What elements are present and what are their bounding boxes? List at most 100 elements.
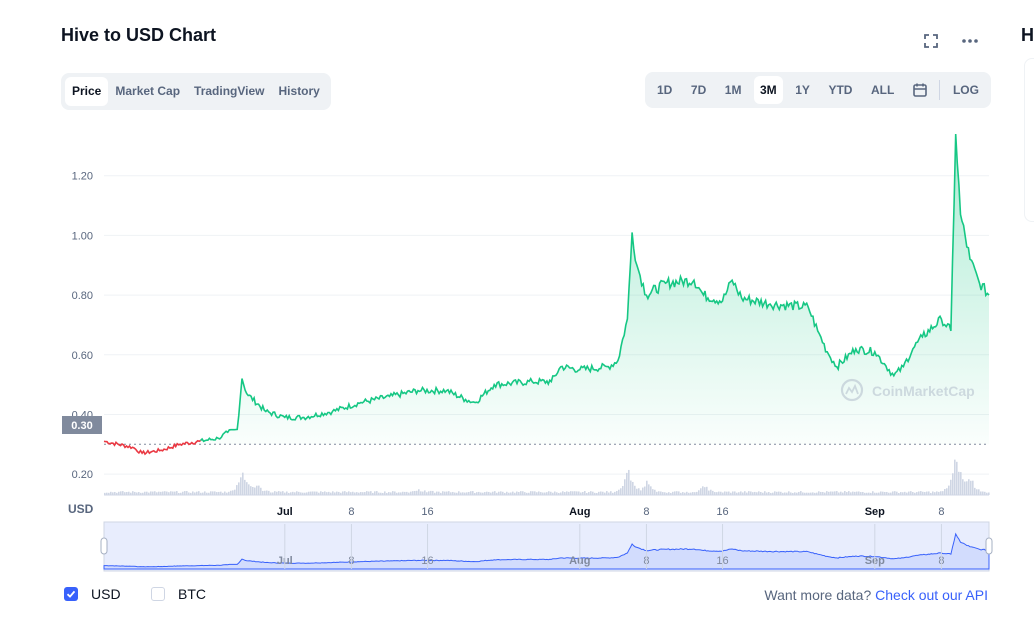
- range-ytd[interactable]: YTD: [828, 83, 853, 97]
- btc-checkbox[interactable]: [151, 587, 165, 601]
- volume-bar: [694, 492, 696, 495]
- tab-price[interactable]: Price: [65, 77, 109, 106]
- volume-bar: [818, 491, 820, 495]
- range-1y[interactable]: 1Y: [795, 83, 810, 97]
- volume-bar: [152, 491, 154, 495]
- volume-bar: [106, 492, 108, 495]
- volume-bar: [398, 492, 400, 495]
- volume-bar: [930, 492, 932, 495]
- volume-bar: [798, 491, 800, 495]
- range-3m[interactable]: 3M: [754, 76, 783, 104]
- api-link[interactable]: Check out our API: [875, 587, 988, 603]
- volume-bar: [474, 492, 476, 495]
- volume-bar: [890, 492, 892, 495]
- volume-bar: [830, 491, 832, 495]
- volume-bar: [546, 492, 548, 495]
- volume-bar: [348, 491, 350, 495]
- volume-bar: [294, 492, 296, 495]
- volume-bar: [718, 491, 720, 495]
- volume-bar: [156, 492, 158, 495]
- volume-bar: [134, 491, 136, 495]
- navigator-left-handle[interactable]: [100, 537, 108, 555]
- volume-bar: [932, 491, 934, 495]
- volume-bar: [200, 492, 202, 495]
- tab-market-cap[interactable]: Market Cap: [115, 84, 181, 98]
- volume-bar: [622, 485, 624, 495]
- volume-bar: [510, 492, 512, 495]
- volume-bar: [346, 492, 348, 495]
- volume-bar: [410, 491, 412, 495]
- range-1m[interactable]: 1M: [724, 83, 742, 97]
- volume-bar: [144, 491, 146, 495]
- range-all[interactable]: ALL: [871, 83, 895, 97]
- volume-bar: [352, 491, 354, 495]
- volume-bar: [646, 480, 648, 495]
- log-scale-toggle[interactable]: LOG: [952, 83, 979, 97]
- volume-bar: [536, 492, 538, 495]
- volume-bar: [712, 490, 714, 495]
- volume-bar: [362, 492, 364, 495]
- volume-bar: [418, 489, 420, 495]
- volume-bar: [690, 492, 692, 495]
- volume-bar: [426, 492, 428, 495]
- volume-bar: [870, 492, 872, 495]
- volume-bar: [310, 491, 312, 495]
- calendar-icon[interactable]: [907, 76, 933, 104]
- usd-checkbox[interactable]: [64, 587, 78, 601]
- volume-bar: [682, 492, 684, 495]
- volume-bar: [216, 492, 218, 495]
- volume-bar: [220, 491, 222, 495]
- volume-bar: [188, 492, 190, 495]
- volume-bar: [630, 480, 632, 495]
- y-tick-label: 0.20: [72, 469, 93, 481]
- coinmarketcap-watermark: CoinMarketCap: [840, 378, 975, 402]
- x-tick-label: 16: [716, 506, 728, 518]
- volume-bar: [808, 492, 810, 495]
- volume-bar: [450, 492, 452, 495]
- volume-bar: [872, 491, 874, 495]
- volume-bar: [762, 492, 764, 495]
- more-dots-icon[interactable]: [959, 30, 981, 52]
- volume-bar: [620, 488, 622, 495]
- volume-bar: [814, 492, 816, 495]
- volume-bar: [302, 492, 304, 495]
- range-7d[interactable]: 7D: [690, 83, 707, 97]
- tab-tradingview[interactable]: TradingView: [194, 84, 265, 98]
- volume-bar: [892, 491, 894, 495]
- navigator-right-handle[interactable]: [985, 537, 993, 555]
- volume-bar: [884, 492, 886, 495]
- usd-option[interactable]: USD: [64, 586, 121, 602]
- volume-bar: [404, 491, 406, 495]
- fullscreen-icon[interactable]: [920, 30, 942, 52]
- volume-bar: [504, 492, 506, 495]
- volume-bar: [508, 492, 510, 495]
- volume-bar: [548, 491, 550, 495]
- volume-bar: [888, 492, 890, 495]
- volume-bar: [262, 490, 264, 495]
- volume-bar: [626, 472, 628, 495]
- volume-bar: [128, 491, 130, 495]
- volume-bar: [804, 492, 806, 495]
- volume-bar: [258, 485, 260, 495]
- volume-bar: [904, 491, 906, 495]
- tab-history[interactable]: History: [278, 84, 320, 98]
- volume-bar: [792, 492, 794, 495]
- volume-bar: [604, 492, 606, 495]
- volume-bar: [670, 492, 672, 495]
- volume-bar: [448, 491, 450, 495]
- volume-bar: [512, 491, 514, 495]
- volume-bar: [432, 490, 434, 495]
- btc-option[interactable]: BTC: [151, 586, 206, 602]
- volume-bar: [538, 491, 540, 495]
- range-1d[interactable]: 1D: [657, 83, 673, 97]
- volume-bar: [970, 480, 972, 495]
- volume-bar: [644, 486, 646, 495]
- volume-bar: [656, 491, 658, 495]
- volume-bar: [896, 491, 898, 495]
- volume-bar: [746, 492, 748, 495]
- volume-bar: [342, 491, 344, 495]
- volume-bar: [212, 491, 214, 495]
- volume-bar: [748, 491, 750, 495]
- volume-bar: [248, 484, 250, 495]
